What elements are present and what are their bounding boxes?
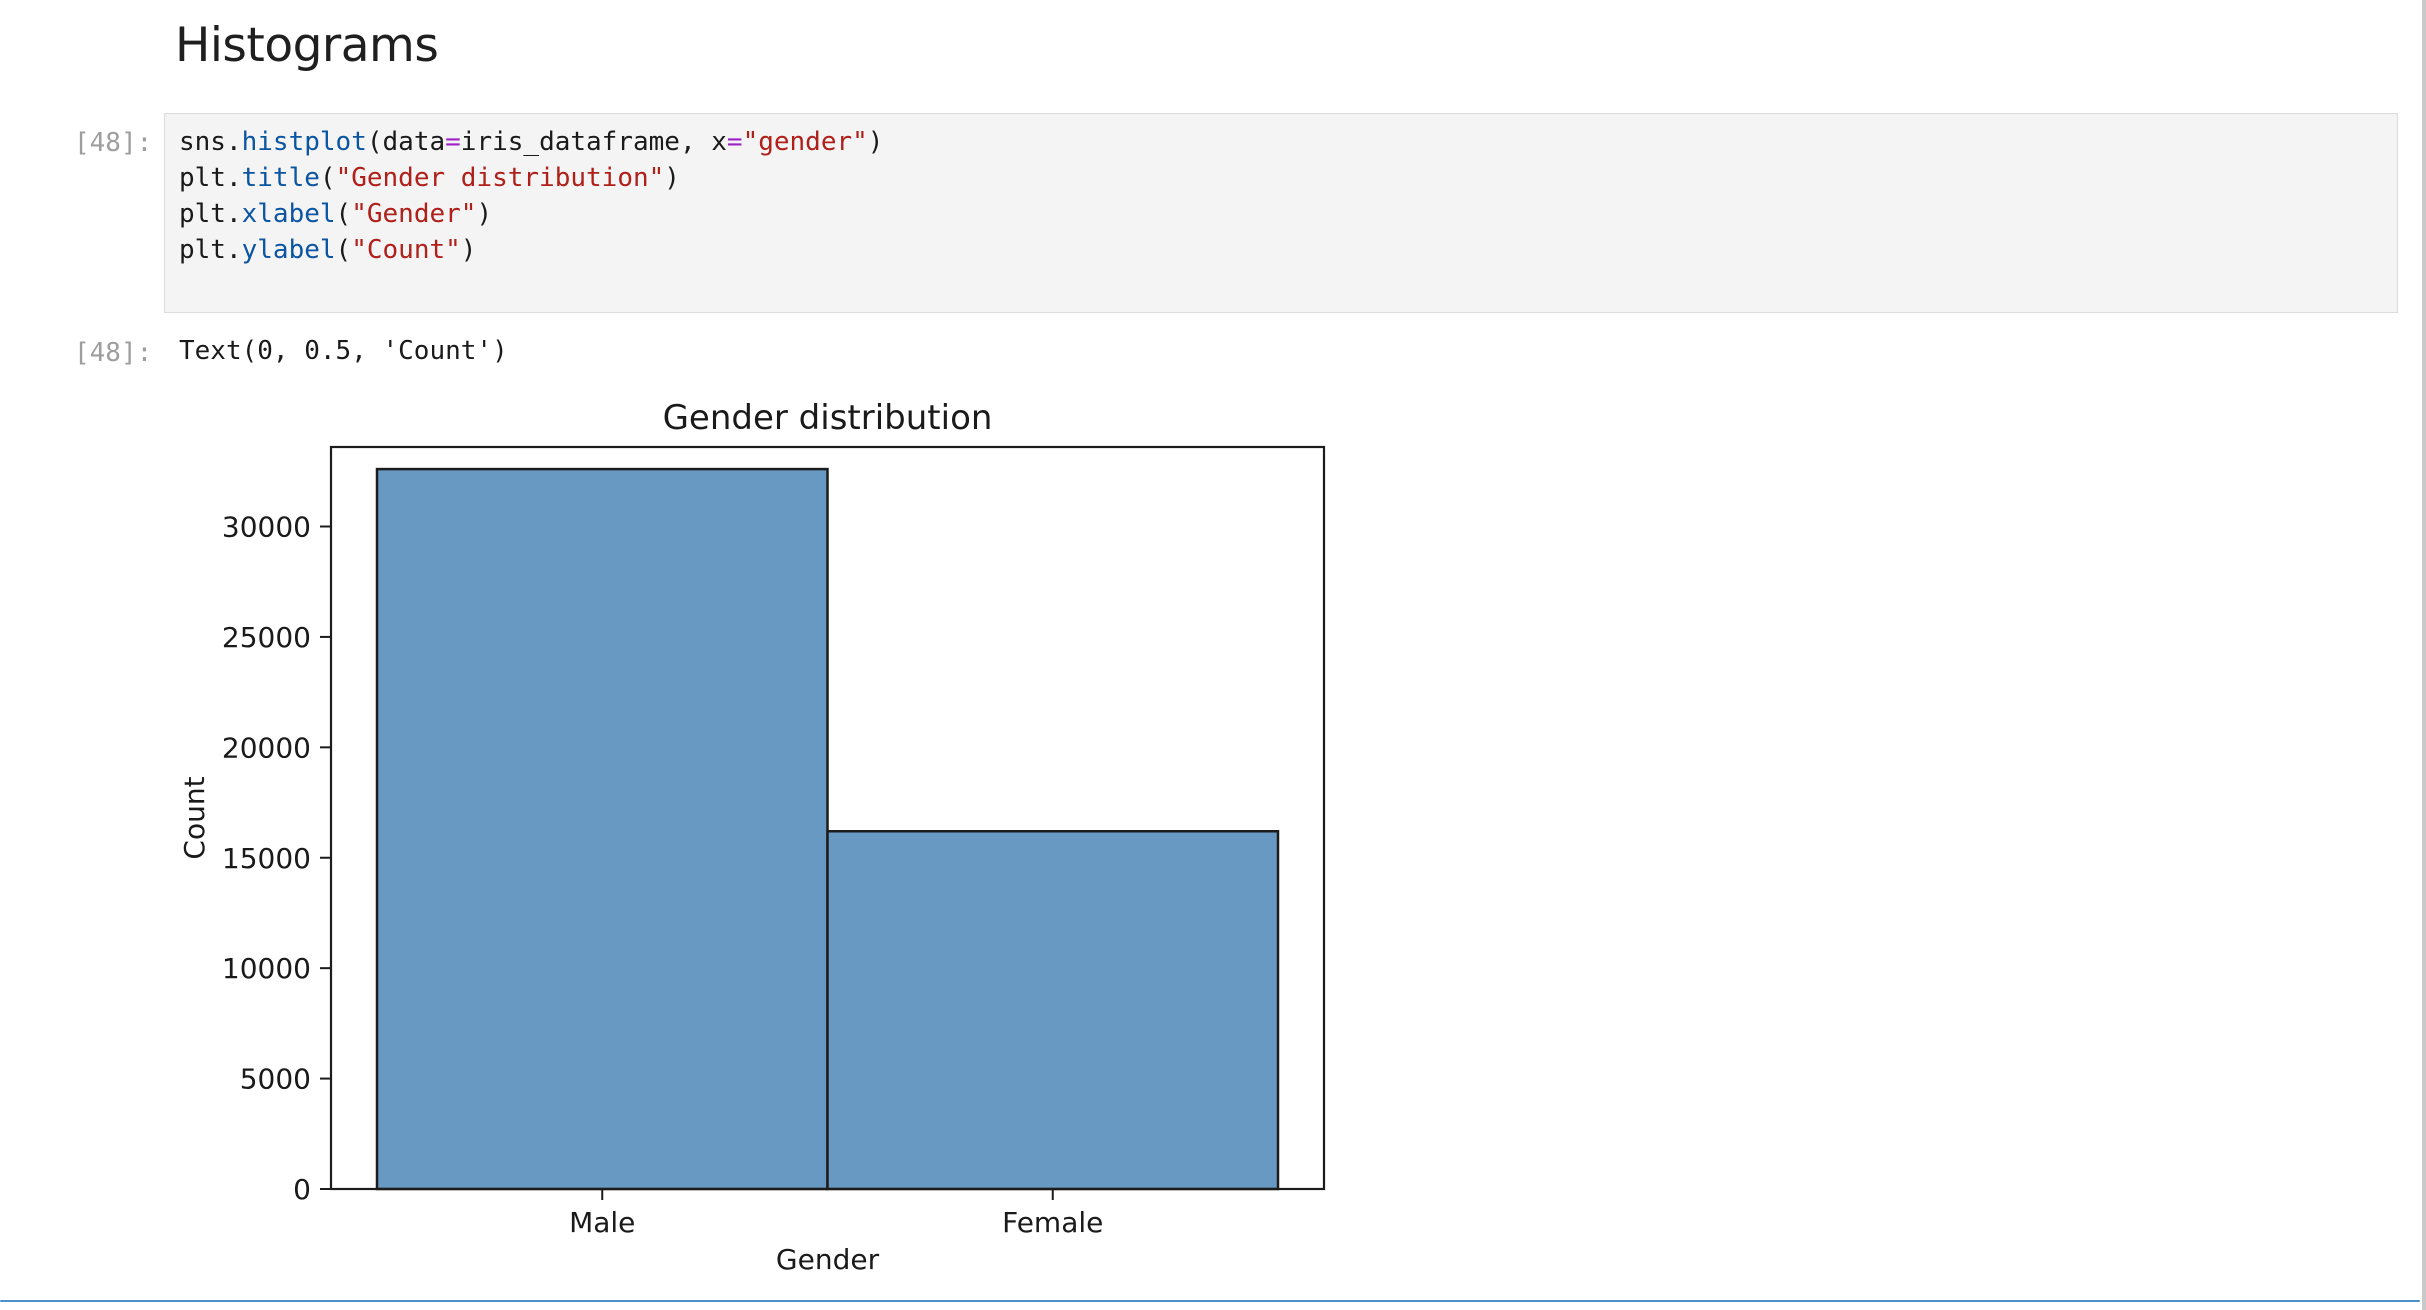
y-tick-label: 15000: [222, 842, 311, 875]
bar-male: [375, 467, 829, 1191]
output-text-result: Text(0, 0.5, 'Count'): [179, 336, 508, 366]
code-token: =: [726, 127, 743, 157]
code-line: sns.histplot(data=iris_dataframe, x="gen…: [179, 124, 883, 160]
code-line: plt.xlabel("Gender"): [179, 196, 883, 232]
code-line: plt.ylabel("Count"): [179, 232, 883, 268]
x-tick-label: Male: [569, 1206, 635, 1239]
bar-female: [826, 830, 1280, 1191]
code-token: (: [335, 235, 352, 265]
x-axis-ticks: Male Female: [569, 1189, 1103, 1239]
code-token: (data: [366, 127, 446, 157]
code-token: (: [335, 199, 352, 229]
histogram-chart: 0 5000 10000 15000 20000 25000 30000 Male Femal…: [160, 385, 1360, 1285]
markdown-heading: Histograms: [175, 18, 439, 73]
chart-bars: [375, 467, 1280, 1191]
input-prompt: [48]:: [74, 128, 153, 158]
code-token: plt.: [179, 235, 242, 265]
code-token: "gender": [742, 127, 868, 157]
code-token: xlabel: [241, 199, 336, 229]
code-token: ): [460, 235, 477, 265]
code-editor[interactable]: sns.histplot(data=iris_dataframe, x="gen…: [179, 124, 883, 268]
code-token: plt.: [179, 199, 242, 229]
code-token: title: [241, 163, 320, 193]
code-token: plt.: [179, 163, 242, 193]
code-token: "Gender": [351, 199, 477, 229]
active-cell-border: [0, 1300, 2420, 1302]
y-tick-label: 0: [293, 1173, 311, 1206]
code-token: ): [664, 163, 680, 193]
code-token: "Gender distribution": [335, 163, 665, 193]
y-tick-label: 20000: [222, 731, 311, 764]
code-token: sns.: [179, 127, 242, 157]
chart-title: Gender distribution: [663, 398, 993, 438]
y-tick-label: 5000: [240, 1063, 311, 1096]
code-line: plt.title("Gender distribution"): [179, 160, 883, 196]
y-tick-label: 25000: [222, 621, 311, 654]
x-tick-label: Female: [1002, 1206, 1103, 1239]
code-token: ylabel: [241, 235, 336, 265]
chart-svg: 0 5000 10000 15000 20000 25000 30000 Male Femal…: [178, 398, 1326, 1276]
code-token: ): [867, 127, 884, 157]
x-axis-label: Gender: [776, 1243, 880, 1276]
code-token: iris_dataframe, x: [460, 127, 727, 157]
scrollbar-edge[interactable]: [2422, 0, 2426, 1310]
y-axis-label: Count: [178, 776, 211, 859]
plot-frame: [329, 445, 1326, 1191]
code-token: ): [476, 199, 493, 229]
y-tick-label: 10000: [222, 952, 311, 985]
y-tick-label: 30000: [222, 511, 311, 544]
code-token: "Count": [351, 235, 461, 265]
code-token: histplot: [241, 127, 367, 157]
code-cell-input[interactable]: sns.histplot(data=iris_dataframe, x="gen…: [164, 113, 2398, 313]
code-token: (: [319, 163, 336, 193]
code-token: =: [445, 127, 461, 157]
y-axis-ticks: 0 5000 10000 15000 20000 25000 30000: [222, 511, 331, 1206]
output-prompt: [48]:: [74, 338, 153, 368]
